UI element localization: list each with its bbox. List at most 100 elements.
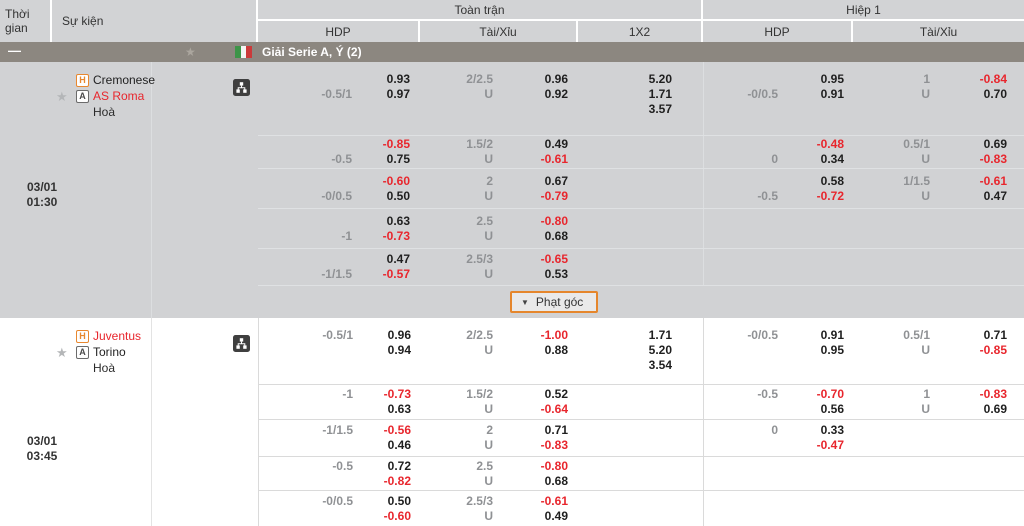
h1-hdp-odds[interactable]: -0.47 (816, 438, 844, 452)
ft-over-under-odds[interactable]: 0.96 (544, 72, 568, 86)
h1-hdp-odds[interactable] (778, 252, 844, 267)
ft-hdp[interactable]: -0.5/1 0.96 0.94 (258, 318, 420, 384)
h1-hdp-odds[interactable]: 0.95 (820, 343, 844, 357)
ft-hdp[interactable]: -0/0.5 -0.60 0.50 (258, 169, 420, 208)
h1-hdp-odds[interactable]: 0.56 (820, 402, 844, 416)
h1-hdp[interactable]: -0.5 -0.70 0.56 (703, 385, 853, 419)
ft-over-under-odds[interactable]: 0.67 (544, 173, 568, 188)
ft-1x2[interactable]: 1.71 5.20 3.54 (578, 318, 703, 384)
h1-over-under-odds[interactable]: 0.47 (983, 188, 1007, 203)
h1-hdp[interactable] (703, 209, 853, 248)
h1-hdp-odds[interactable]: 0.33 (820, 423, 844, 437)
h1-over-under-odds[interactable]: 0.71 (983, 328, 1007, 342)
match-favorite-star-icon[interactable]: ★ (56, 89, 68, 104)
ft-hdp-odds[interactable]: -0.60 (383, 508, 411, 523)
ft-over-under[interactable]: 2.5/3 U -0.61 0.49 (420, 491, 578, 526)
ft-hdp[interactable]: -0.5/1 0.93 0.97 (258, 62, 420, 135)
ft-hdp[interactable]: -1/1.5 0.47 -0.57 (258, 249, 420, 285)
h1-hdp-odds[interactable]: 0.58 (820, 173, 844, 188)
ft-over-under-odds[interactable]: 0.49 (544, 137, 568, 151)
h1-over-under-odds[interactable]: -0.84 (979, 72, 1007, 86)
league-favorite-star-icon[interactable]: ★ (185, 45, 196, 59)
ft-hdp-odds[interactable]: 0.97 (386, 87, 410, 101)
ft-hdp-odds[interactable]: 0.63 (387, 402, 411, 416)
h1-over-under-odds[interactable] (930, 229, 1007, 244)
h1-over-under[interactable] (853, 420, 1024, 456)
ft-1x2[interactable] (578, 385, 703, 419)
ft-over-under-odds[interactable]: 0.68 (544, 473, 568, 488)
h1-over-under[interactable]: 0.5/1 U 0.71 -0.85 (853, 318, 1024, 384)
h1-over-under[interactable]: 1 U -0.84 0.70 (853, 62, 1024, 135)
h1-over-under-odds[interactable] (930, 494, 1007, 509)
h1-hdp-odds[interactable]: -0.72 (816, 188, 844, 203)
h1-over-under[interactable]: 0.5/1 U 0.69 -0.83 (853, 136, 1024, 168)
h1-hdp[interactable]: -0/0.5 0.95 0.91 (703, 62, 853, 135)
h1-hdp[interactable]: -0/0.5 0.91 0.95 (703, 318, 853, 384)
h1-hdp[interactable] (703, 491, 853, 526)
ft-hdp-odds[interactable]: -0.73 (383, 387, 411, 401)
ft-over-under-odds[interactable]: -0.83 (540, 438, 568, 452)
h1-hdp-odds[interactable] (778, 494, 844, 509)
ft-over-under-odds[interactable]: 0.68 (544, 228, 568, 243)
h1-over-under-odds[interactable] (930, 459, 1007, 474)
h1-over-under-odds[interactable]: 0.69 (983, 137, 1007, 151)
h1-hdp-odds[interactable] (778, 214, 844, 229)
h1-hdp-odds[interactable]: -0.70 (816, 387, 844, 401)
h1-over-under[interactable] (853, 209, 1024, 248)
h1-hdp-odds[interactable]: 0.91 (820, 328, 844, 342)
ft-over-under-odds[interactable]: -0.79 (540, 188, 568, 203)
h1-over-under-odds[interactable] (930, 252, 1007, 267)
ft-hdp-odds[interactable]: -0.56 (383, 423, 411, 437)
h1-hdp-odds[interactable] (778, 229, 844, 244)
h1-over-under-odds[interactable]: 0.69 (983, 402, 1007, 416)
ft-over-under-odds[interactable]: 0.52 (544, 387, 568, 401)
ft-1x2[interactable] (578, 420, 703, 456)
ft-over-under[interactable]: 2.5/3 U -0.65 0.53 (420, 249, 578, 285)
ft-over-under[interactable]: 2/2.5 U 0.96 0.92 (420, 62, 578, 135)
collapse-league-icon[interactable]: — (8, 43, 21, 58)
ft-hdp[interactable]: -0/0.5 0.50 -0.60 (258, 491, 420, 526)
ft-over-under[interactable]: 2/2.5 U -1.00 0.88 (420, 318, 578, 384)
h1-hdp-odds[interactable] (778, 474, 844, 489)
stats-icon[interactable] (233, 335, 250, 352)
ft-hdp-odds[interactable]: -0.85 (382, 137, 410, 151)
ft-x12[interactable]: 5.20 (648, 343, 672, 357)
h1-over-under-odds[interactable]: 0.70 (983, 87, 1007, 101)
ft-hdp[interactable]: -1/1.5 -0.56 0.46 (258, 420, 420, 456)
ft-1x2[interactable] (578, 209, 703, 248)
ft-hdp-odds[interactable]: 0.63 (386, 213, 410, 228)
h1-hdp-odds[interactable]: -0.48 (816, 137, 844, 151)
ft-over-under[interactable]: 2 U 0.67 -0.79 (420, 169, 578, 208)
match-favorite-star-icon[interactable]: ★ (56, 345, 68, 360)
ft-1x2[interactable] (578, 169, 703, 208)
h1-hdp-odds[interactable] (778, 267, 844, 282)
ft-over-under-odds[interactable]: -0.80 (540, 458, 568, 473)
ft-1x2[interactable]: 5.20 1.71 3.57 (578, 62, 703, 135)
h1-hdp-odds[interactable]: 0.34 (820, 152, 844, 166)
h1-over-under-odds[interactable] (930, 423, 1007, 438)
h1-hdp[interactable]: 0 0.33 -0.47 (703, 420, 853, 456)
ft-over-under-odds[interactable]: -1.00 (540, 328, 568, 342)
h1-over-under-odds[interactable]: -0.83 (979, 152, 1007, 166)
ft-x12[interactable]: 3.54 (648, 358, 672, 372)
ft-hdp-odds[interactable]: 0.94 (387, 343, 411, 357)
h1-over-under-odds[interactable] (930, 438, 1007, 453)
ft-over-under[interactable]: 1.5/2 U 0.52 -0.64 (420, 385, 578, 419)
h1-over-under[interactable] (853, 249, 1024, 285)
h1-over-under-odds[interactable] (930, 474, 1007, 489)
h1-hdp[interactable]: 0 -0.48 0.34 (703, 136, 853, 168)
h1-hdp-odds[interactable]: 0.95 (820, 72, 844, 86)
ft-x12[interactable]: 1.71 (648, 87, 672, 101)
ft-over-under-odds[interactable]: -0.61 (540, 152, 568, 166)
h1-over-under[interactable] (853, 491, 1024, 526)
ft-over-under-odds[interactable]: 0.92 (544, 87, 568, 101)
h1-hdp-odds[interactable] (778, 509, 844, 524)
ft-over-under-odds[interactable]: 0.71 (544, 423, 568, 437)
ft-hdp[interactable]: -1 -0.73 0.63 (258, 385, 420, 419)
ft-over-under[interactable]: 1.5/2 U 0.49 -0.61 (420, 136, 578, 168)
ft-hdp[interactable]: -0.5 -0.85 0.75 (258, 136, 420, 168)
h1-hdp[interactable] (703, 457, 853, 490)
h1-hdp-odds[interactable]: 0.91 (820, 87, 844, 101)
ft-hdp-odds[interactable]: 0.50 (386, 188, 410, 203)
h1-hdp[interactable]: -0.5 0.58 -0.72 (703, 169, 853, 208)
